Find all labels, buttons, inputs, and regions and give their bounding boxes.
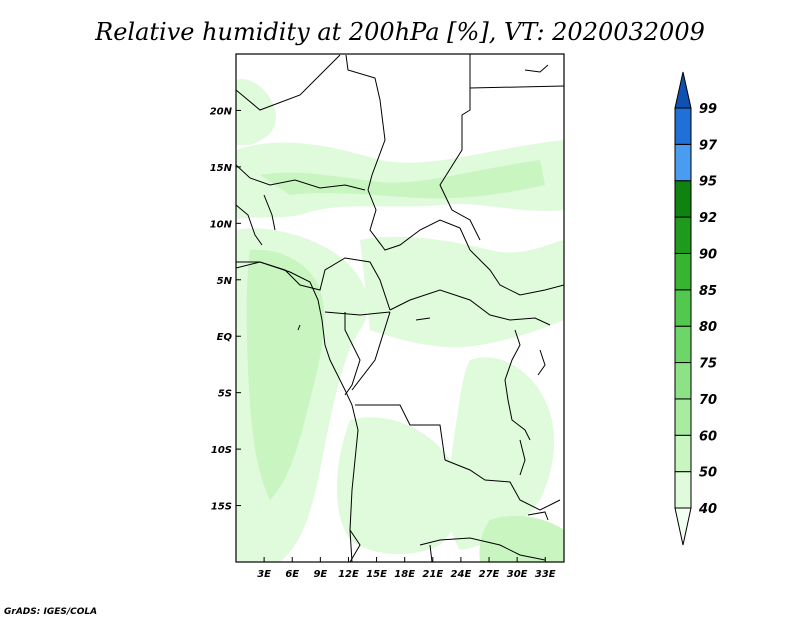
- colorbar-min-arrow: [674, 507, 692, 546]
- lat-tick-label: EQ: [217, 332, 233, 343]
- lon-tick-label: 6E: [285, 569, 299, 580]
- humidity-band-northwest: [236, 79, 276, 145]
- humidity-band-north-core: [260, 160, 545, 199]
- lon-tick-label: 21E: [422, 569, 443, 580]
- colorbar-label: 80: [699, 320, 717, 335]
- latitude-axis: 20N 15N 10N 5N EQ 5S 10S 15S: [210, 106, 241, 513]
- colorbar-label: 92: [699, 211, 717, 226]
- lat-tick-label: 5N: [217, 276, 233, 287]
- lat-tick-label: 10N: [210, 219, 233, 230]
- colorbar-segment: [674, 180, 692, 218]
- colorbar-label: 70: [699, 393, 717, 408]
- lon-tick-label: 12E: [338, 569, 359, 580]
- map-panel: 20N 15N 10N 5N EQ 5S 10S 15S 3E 6E 9E 12E 15E 18E 21E…: [210, 53, 565, 580]
- country-borders: [236, 54, 564, 562]
- colorbar-label: 75: [699, 357, 717, 372]
- colorbar-segment: [674, 289, 692, 327]
- lon-tick-label: 9E: [313, 569, 327, 580]
- colorbar-segment: [674, 143, 692, 182]
- colorbar-segment: [674, 216, 692, 254]
- longitude-axis: 3E 6E 9E 12E 15E 18E 21E 24E 27E 30E 33E: [257, 557, 556, 580]
- lat-tick-label: 15S: [211, 502, 232, 513]
- coastline: [236, 64, 549, 562]
- colorbar-segment: [674, 107, 692, 145]
- humidity-band-southeast: [479, 515, 564, 562]
- colorbar-segment: [674, 325, 692, 364]
- lon-tick-label: 24E: [451, 569, 472, 580]
- lon-tick-label: 27E: [479, 569, 500, 580]
- colorbar-label: 40: [698, 502, 717, 517]
- humidity-band-north: [236, 140, 564, 220]
- colorbar-segment: [674, 252, 692, 291]
- lon-tick-label: 30E: [507, 569, 528, 580]
- colorbar-label: 99: [699, 102, 717, 117]
- lat-tick-label: 20N: [210, 106, 233, 117]
- lon-tick-label: 18E: [394, 569, 415, 580]
- colorbar-label: 85: [699, 284, 717, 299]
- colorbar-label: 50: [699, 466, 717, 481]
- humidity-shading: [236, 79, 564, 562]
- colorbar-segment: [674, 434, 692, 473]
- credit-text: GrADS: IGES/COLA: [4, 607, 97, 617]
- lat-tick-label: 5S: [218, 389, 232, 400]
- humidity-band-south: [336, 417, 463, 555]
- lat-tick-label: 15N: [210, 163, 233, 174]
- colorbar-label: 95: [699, 175, 717, 190]
- colorbar-segment: [674, 362, 692, 400]
- colorbar: 40 50 60 70 75 80 85 90 92 95 97 99: [674, 71, 718, 546]
- colorbar-label: 97: [699, 138, 718, 153]
- colorbar-segment: [674, 471, 692, 509]
- lon-tick-label: 3E: [257, 569, 271, 580]
- colorbar-label: 60: [699, 429, 717, 444]
- lon-tick-label: 33E: [535, 569, 556, 580]
- humidity-band-east: [448, 357, 555, 550]
- map-frame: [235, 53, 565, 563]
- lon-tick-label: 15E: [366, 569, 387, 580]
- lat-tick-label: 10S: [211, 445, 232, 456]
- chart-title: Relative humidity at 200hPa [%], VT: 202…: [94, 18, 705, 46]
- colorbar-segment: [674, 398, 692, 436]
- colorbar-max-arrow: [674, 71, 692, 109]
- colorbar-label: 90: [699, 247, 717, 262]
- humidity-band-west-core: [246, 249, 325, 500]
